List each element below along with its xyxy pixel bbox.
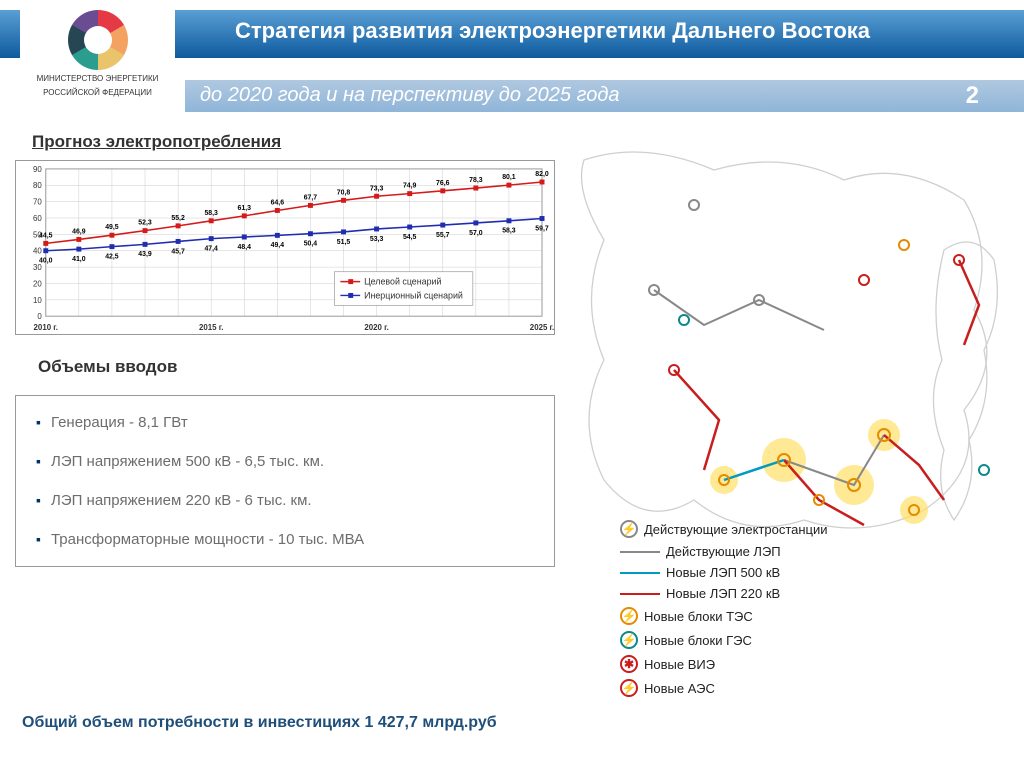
svg-text:60: 60	[33, 214, 42, 223]
svg-text:46,9: 46,9	[72, 229, 86, 236]
svg-text:10: 10	[33, 296, 42, 305]
svg-text:61,3: 61,3	[238, 205, 252, 212]
svg-text:Целевой сценарий: Целевой сценарий	[364, 277, 441, 287]
legend-vie: Новые ВИЭ	[644, 657, 715, 672]
volume-item: ЛЭП напряжением 220 кВ - 6 тыс. км.	[36, 492, 534, 509]
svg-text:42,5: 42,5	[105, 254, 119, 261]
page-subtitle: до 2020 года и на перспективу до 2025 го…	[200, 84, 620, 107]
svg-text:82,0: 82,0	[535, 171, 549, 178]
svg-text:49,5: 49,5	[105, 224, 119, 231]
svg-text:49,4: 49,4	[271, 242, 285, 249]
lep500-line	[620, 572, 660, 574]
svg-text:51,5: 51,5	[337, 239, 351, 246]
svg-text:59,7: 59,7	[535, 225, 549, 232]
svg-text:43,9: 43,9	[138, 251, 152, 258]
svg-text:Инерционный сценарий: Инерционный сценарий	[364, 290, 463, 300]
existing-lep-line	[620, 551, 660, 553]
legend-existing-lep: Действующие ЛЭП	[666, 544, 781, 559]
existing-station-icon: ⚡	[620, 520, 638, 538]
legend-lep220: Новые ЛЭП 220 кВ	[666, 586, 780, 601]
ges-icon: ⚡	[620, 631, 638, 649]
svg-text:40,0: 40,0	[39, 258, 53, 265]
svg-text:55,7: 55,7	[436, 232, 450, 239]
svg-text:58,3: 58,3	[502, 228, 516, 235]
section-forecast-title: Прогноз электропотребления	[32, 132, 281, 152]
svg-text:54,5: 54,5	[403, 234, 417, 241]
aes-icon: ⚡	[620, 679, 638, 697]
ministry-text-1: МИНИСТЕРСТВО ЭНЕРГЕТИКИ	[20, 74, 175, 84]
svg-text:48,4: 48,4	[238, 244, 252, 251]
svg-text:73,3: 73,3	[370, 185, 384, 192]
volume-item: Трансформаторные мощности - 10 тыс. МВА	[36, 531, 534, 548]
svg-text:64,6: 64,6	[271, 200, 285, 207]
legend-lep500: Новые ЛЭП 500 кВ	[666, 565, 780, 580]
svg-text:80,1: 80,1	[502, 174, 516, 181]
ministry-logo: МИНИСТЕРСТВО ЭНЕРГЕТИКИ РОССИЙСКОЙ ФЕДЕР…	[20, 6, 175, 106]
svg-text:90: 90	[33, 165, 42, 174]
svg-text:76,6: 76,6	[436, 180, 450, 187]
lep220-line	[620, 593, 660, 595]
svg-text:44,5: 44,5	[39, 232, 53, 239]
svg-text:78,3: 78,3	[469, 177, 483, 184]
svg-text:70,8: 70,8	[337, 189, 351, 196]
legend-aes: Новые АЭС	[644, 681, 715, 696]
svg-text:2015 г.: 2015 г.	[199, 323, 223, 332]
tes-icon: ⚡	[620, 607, 638, 625]
legend-existing-stations: Действующие электростанции	[644, 522, 828, 537]
svg-text:20: 20	[33, 279, 42, 288]
svg-text:67,7: 67,7	[304, 194, 318, 201]
svg-text:50,4: 50,4	[304, 241, 318, 248]
svg-text:57,0: 57,0	[469, 230, 483, 237]
svg-text:70: 70	[33, 198, 42, 207]
volume-item: ЛЭП напряжением 500 кВ - 6,5 тыс. км.	[36, 453, 534, 470]
volumes-list: Генерация - 8,1 ГВт ЛЭП напряжением 500 …	[15, 395, 555, 567]
svg-text:53,3: 53,3	[370, 236, 384, 243]
forecast-chart: 01020304050607080902010 г.2015 г.2020 г.…	[15, 160, 555, 335]
vie-icon: ✱	[620, 655, 638, 673]
legend-tes: Новые блоки ТЭС	[644, 609, 753, 624]
region-map	[564, 130, 1014, 550]
logo-icon	[68, 10, 128, 70]
svg-text:55,2: 55,2	[171, 215, 185, 222]
svg-text:40: 40	[33, 247, 42, 256]
svg-text:2025 г.: 2025 г.	[530, 323, 554, 332]
investment-total: Общий объем потребности в инвестициях 1 …	[22, 714, 497, 732]
volume-item: Генерация - 8,1 ГВт	[36, 414, 534, 431]
svg-text:2020 г.: 2020 г.	[364, 323, 388, 332]
svg-text:74,9: 74,9	[403, 183, 417, 190]
section-volumes-title: Объемы вводов	[38, 357, 177, 377]
svg-text:80: 80	[33, 181, 42, 190]
legend-ges: Новые блоки ГЭС	[644, 633, 752, 648]
map-legend: ⚡ Действующие электростанции Действующие…	[620, 520, 828, 703]
ministry-text-2: РОССИЙСКОЙ ФЕДЕРАЦИИ	[20, 88, 175, 98]
svg-text:45,7: 45,7	[171, 248, 185, 255]
svg-text:41,0: 41,0	[72, 256, 86, 263]
page-number: 2	[966, 82, 979, 110]
svg-text:47,4: 47,4	[204, 245, 218, 252]
svg-text:0: 0	[37, 312, 42, 321]
svg-text:58,3: 58,3	[204, 210, 218, 217]
page-title: Стратегия развития электроэнергетики Дал…	[235, 18, 870, 44]
svg-text:52,3: 52,3	[138, 220, 152, 227]
svg-text:2010 г.: 2010 г.	[34, 323, 58, 332]
